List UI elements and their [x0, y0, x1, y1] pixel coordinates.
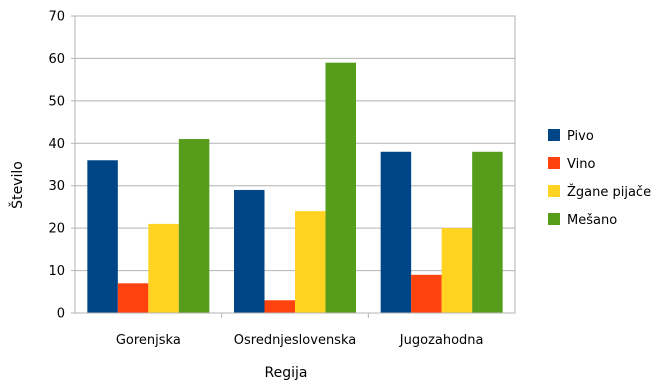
y-tick-label: 20: [48, 222, 65, 237]
legend-label: Vino: [567, 157, 595, 172]
y-tick-label: 30: [48, 179, 65, 194]
bar-pivo-gorenjska: [87, 160, 118, 313]
legend-label: Žgane pijače: [567, 184, 651, 200]
bar--gane-pija-e-jugozahodna: [441, 228, 473, 313]
y-axis-title: Število: [8, 161, 26, 209]
bar-me-ano-gorenjska: [178, 139, 210, 313]
y-tick-label: 40: [48, 137, 65, 152]
bar--gane-pija-e-osrednjeslovenska: [295, 211, 326, 313]
y-axis-ticks: 0 10 20 30 40 50 60 70: [48, 10, 75, 322]
legend-swatch: [548, 185, 560, 197]
bar-me-ano-osrednjeslovenska: [325, 62, 356, 313]
legend-label: Mešano: [567, 213, 617, 228]
bar-vino-osrednjeslovenska: [264, 300, 295, 313]
y-tick-label: 50: [48, 94, 65, 109]
bar-pivo-osrednjeslovenska: [234, 189, 265, 313]
bar--gane-pija-e-gorenjska: [148, 223, 179, 313]
x-tick-label: Gorenjska: [116, 333, 181, 348]
y-tick-label: 10: [48, 264, 65, 279]
plot-area-frame: [74, 15, 516, 314]
x-axis-ticks: Gorenjska Osrednjeslovenska Jugozahodna: [116, 313, 484, 348]
legend-label: Pivo: [567, 129, 594, 144]
legend-swatch: [548, 157, 560, 169]
bar-me-ano-jugozahodna: [472, 151, 503, 313]
bar-vino-jugozahodna: [411, 274, 442, 313]
bars: [87, 62, 503, 313]
bar-pivo-jugozahodna: [380, 151, 412, 313]
y-tick-label: 0: [57, 307, 65, 322]
x-tick-label: Jugozahodna: [399, 333, 484, 348]
bar-vino-gorenjska: [117, 283, 149, 313]
y-tick-label: 60: [48, 52, 65, 67]
x-axis-title: Regija: [265, 365, 308, 381]
legend-swatch: [548, 129, 560, 141]
legend: Pivo Vino Žgane pijače Mešano: [548, 129, 651, 228]
legend-swatch: [548, 213, 560, 225]
x-tick-label: Osrednjeslovenska: [234, 333, 356, 348]
y-tick-label: 70: [48, 10, 65, 25]
